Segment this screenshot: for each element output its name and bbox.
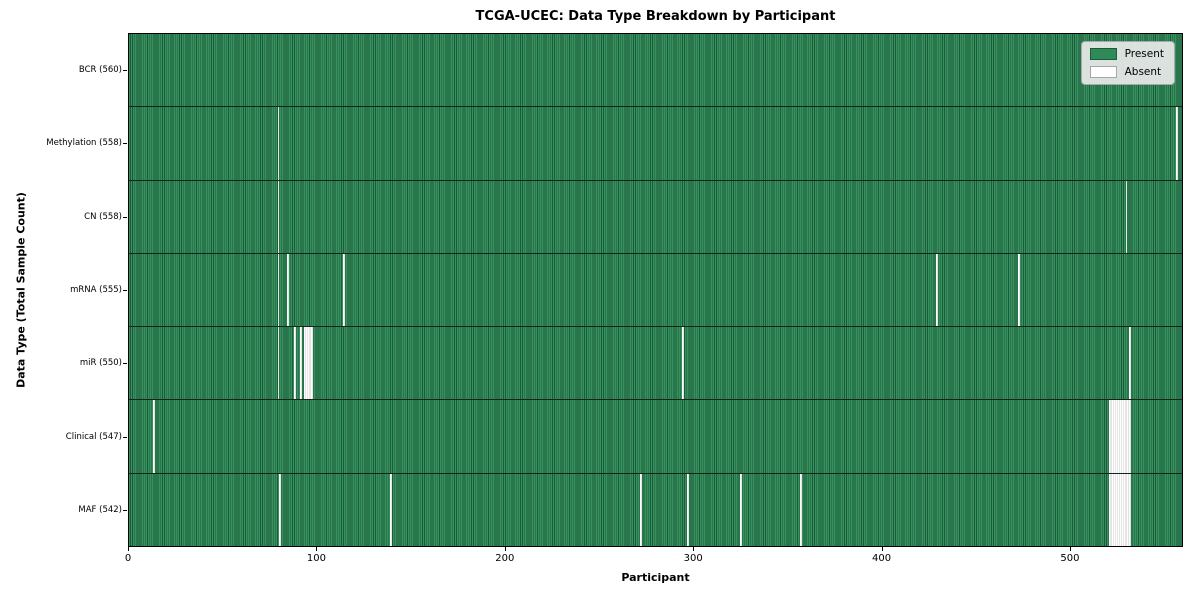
- absent-stripe: [1112, 400, 1115, 473]
- y-tick-label-cn: CN (558): [84, 211, 122, 222]
- absent-stripe: [390, 473, 393, 546]
- x-tick-label: 500: [1060, 553, 1080, 564]
- absent-stripe: [300, 327, 302, 400]
- absent-stripe: [1127, 473, 1130, 546]
- absent-stripe: [309, 327, 312, 400]
- absent-stripe: [1114, 473, 1117, 546]
- x-tick-mark: [693, 547, 695, 551]
- x-tick-mark: [504, 547, 506, 551]
- legend-label-present: Present: [1124, 48, 1164, 60]
- absent-stripe: [277, 253, 280, 327]
- x-tick-mark: [316, 547, 318, 551]
- x-tick-mark: [1069, 547, 1071, 551]
- y-tick-mark: [123, 363, 127, 365]
- absent-stripe: [1121, 400, 1124, 473]
- absent-stripe: [294, 327, 297, 400]
- absent-stripe: [1116, 473, 1119, 546]
- x-tick-label: 300: [683, 553, 703, 564]
- absent-stripe: [1129, 473, 1132, 546]
- absent-stripe: [1121, 473, 1124, 546]
- y-axis-tick-labels: BCR (560) Methylation (558) CN (558) mRNA (…: [0, 33, 122, 547]
- y-tick-label-clinical: Clinical (547): [65, 431, 122, 442]
- absent-stripe: [1018, 253, 1021, 327]
- legend: Present Absent: [1080, 41, 1175, 85]
- absent-stripe: [1123, 473, 1126, 546]
- row-bcr: [129, 34, 1182, 108]
- y-tick-mark: [123, 290, 127, 291]
- absent-stripe: [279, 473, 282, 546]
- absent-stripe: [1112, 473, 1115, 546]
- absent-stripe: [740, 473, 742, 546]
- absent-stripe: [286, 253, 289, 327]
- row-mrna: [129, 253, 1182, 328]
- absent-stripe: [277, 327, 280, 400]
- y-tick-label-maf: MAF (542): [78, 505, 122, 516]
- absent-stripe: [311, 327, 314, 400]
- x-tick-mark: [128, 547, 129, 551]
- absent-stripe: [1129, 400, 1132, 473]
- absent-stripe: [1129, 327, 1132, 400]
- absent-stripe: [1118, 400, 1120, 473]
- absent-stripe: [1127, 400, 1130, 473]
- absent-swatch: [1089, 66, 1117, 78]
- absent-stripe: [1125, 473, 1128, 546]
- absent-stripe: [800, 473, 803, 546]
- absent-stripe: [303, 327, 306, 400]
- y-tick-mark: [123, 510, 127, 512]
- chart-title: TCGA-UCEC: Data Type Breakdown by Partic…: [475, 9, 836, 24]
- row-cn: [129, 180, 1182, 254]
- y-tick-label-methylation: Methylation (558): [46, 138, 122, 149]
- absent-stripe: [1116, 400, 1119, 473]
- x-axis-label: Participant: [621, 571, 690, 584]
- y-tick-mark: [123, 216, 127, 218]
- y-tick-label-mir: miR (550): [79, 358, 122, 369]
- absent-stripe: [935, 253, 938, 327]
- row-maf: [129, 473, 1182, 546]
- absent-stripe: [277, 107, 280, 180]
- absent-stripe: [1118, 473, 1120, 546]
- absent-stripe: [681, 327, 684, 400]
- legend-entry-absent: Absent: [1089, 66, 1164, 78]
- x-tick-label: 200: [495, 553, 515, 564]
- legend-entry-present: Present: [1089, 48, 1164, 60]
- absent-stripe: [1123, 400, 1126, 473]
- absent-stripe: [1108, 400, 1111, 473]
- legend-label-absent: Absent: [1124, 66, 1162, 78]
- present-swatch: [1089, 48, 1117, 60]
- y-tick-label-mrna: mRNA (555): [70, 285, 122, 295]
- absent-stripe: [640, 473, 643, 546]
- absent-stripe: [687, 473, 690, 546]
- plot-area: [128, 33, 1183, 547]
- y-tick-mark: [123, 143, 127, 145]
- absent-stripe: [1114, 400, 1117, 473]
- absent-stripe: [305, 327, 308, 400]
- absent-stripe: [1108, 473, 1111, 546]
- absent-stripe: [1176, 107, 1179, 180]
- absent-stripe: [1119, 400, 1122, 473]
- y-tick-mark: [123, 69, 127, 71]
- absent-stripe: [1110, 400, 1113, 473]
- y-tick-mark: [123, 436, 127, 438]
- x-axis-ticks: 0 100 200 300 400 500: [124, 547, 1183, 567]
- absent-stripe: [153, 400, 156, 473]
- absent-stripe: [343, 253, 346, 327]
- x-tick-mark: [881, 547, 883, 551]
- absent-stripe: [1110, 473, 1113, 546]
- absent-stripe: [1119, 473, 1122, 546]
- y-tick-label-bcr: BCR (560): [78, 64, 122, 75]
- x-tick-label: 100: [306, 553, 326, 564]
- absent-stripe: [307, 327, 310, 400]
- x-tick-label: 0: [124, 553, 132, 564]
- row-clinical: [129, 400, 1182, 474]
- absent-stripe: [1125, 180, 1128, 253]
- absent-stripe: [277, 180, 280, 253]
- row-mir: [129, 327, 1182, 401]
- row-methylation: [129, 107, 1182, 181]
- absent-stripe: [1125, 400, 1128, 473]
- x-tick-label: 400: [872, 553, 892, 564]
